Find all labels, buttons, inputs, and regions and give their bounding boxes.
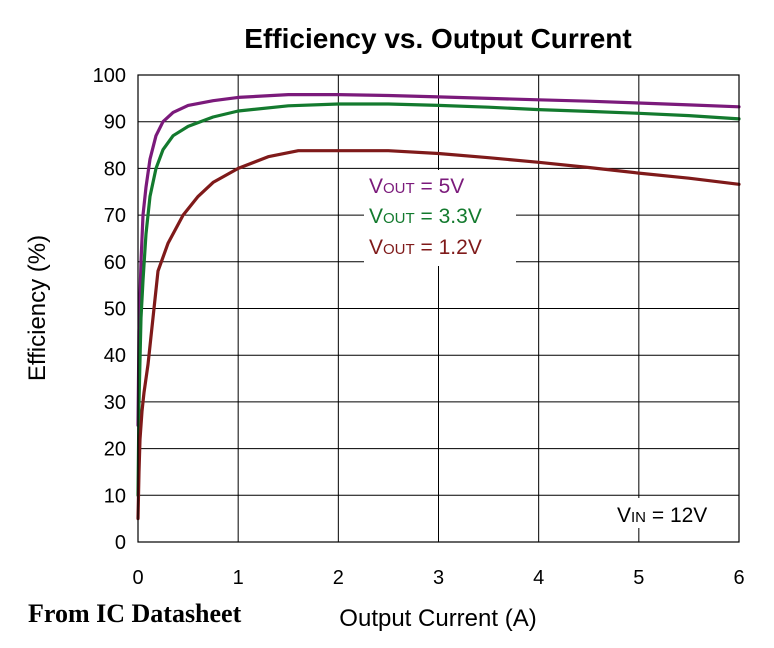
legend: VOUT = 5V VOUT = 3.3V VOUT = 1.2V: [364, 170, 516, 266]
series-line-vout-5v: [136, 92, 741, 427]
y-tick-label: 10: [104, 485, 126, 507]
legend-entry-suffix: = 1.2V: [415, 236, 482, 259]
y-tick-label: 80: [104, 158, 126, 180]
grid-layer: [137, 74, 740, 543]
vin-annotation: VIN = 12V: [612, 498, 730, 528]
y-tick-label: 20: [104, 439, 126, 461]
legend-entry-suffix: = 5V: [415, 175, 465, 198]
vin-annotation-text: VIN = 12V: [617, 504, 707, 527]
x-tick-label: 3: [433, 567, 444, 589]
legend-entry-prefix: V: [369, 175, 383, 198]
source-note: From IC Datasheet: [28, 599, 242, 628]
legend-entry-suffix: = 3.3V: [415, 205, 482, 228]
legend-entry-vout-1v2: VOUT = 1.2V: [369, 236, 482, 259]
x-tick-label: 1: [233, 567, 244, 589]
x-axis-label: Output Current (A): [339, 605, 536, 632]
x-tick-label: 5: [633, 567, 644, 589]
legend-entry-vout-5v: VOUT = 5V: [369, 175, 464, 198]
vin-annotation-background: [612, 498, 730, 528]
y-tick-label: 100: [93, 65, 126, 87]
series-line-vout-3v3: [136, 102, 741, 497]
chart-title: Efficiency vs. Output Current: [244, 23, 631, 54]
vin-subscript: IN: [631, 509, 646, 526]
legend-entry-vout-3v3: VOUT = 3.3V: [369, 205, 482, 228]
x-tick-label: 6: [733, 567, 744, 589]
vin-suffix: = 12V: [646, 504, 707, 527]
plot-frame: [137, 74, 740, 543]
legend-entry-prefix: V: [369, 236, 383, 259]
y-tick-label: 0: [115, 532, 126, 554]
x-tick-label: 2: [333, 567, 344, 589]
series-layer: [136, 92, 741, 521]
y-axis-label: Efficiency (%): [24, 235, 51, 381]
tick-layer: 0 10 20 30 40 50 60 70 80 90 100 0 1 2 3 4 5 6: [93, 65, 745, 589]
y-tick-label: 40: [104, 345, 126, 367]
y-tick-label: 60: [104, 252, 126, 274]
y-tick-label: 90: [104, 112, 126, 134]
y-tick-label: 30: [104, 392, 126, 414]
vin-prefix: V: [617, 504, 631, 527]
legend-background: [364, 170, 516, 266]
legend-entry-subscript: OUT: [383, 210, 415, 227]
series-line-vout-1v2: [136, 149, 741, 521]
y-tick-label: 70: [104, 205, 126, 227]
y-tick-label: 50: [104, 299, 126, 321]
x-tick-label: 4: [533, 567, 544, 589]
legend-entry-subscript: OUT: [383, 180, 415, 197]
x-tick-label: 0: [132, 567, 143, 589]
legend-entry-subscript: OUT: [383, 241, 415, 258]
legend-entry-prefix: V: [369, 205, 383, 228]
